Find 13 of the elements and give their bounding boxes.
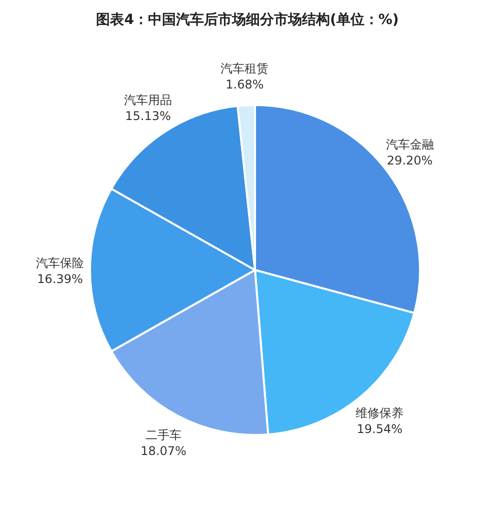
data-label: 18.07% [140, 444, 186, 458]
data-label: 16.39% [37, 272, 83, 286]
data-label: 29.20% [386, 153, 433, 168]
slice-label: 二手车 [146, 428, 182, 442]
slice-label: 汽车金融 [386, 137, 434, 152]
data-label: 15.13% [125, 108, 171, 123]
data-label: 19.54% [356, 422, 402, 436]
slice-label: 维修保养 [356, 406, 404, 420]
chart-title: 图表4：中国汽车后市场细分市场结构(单位：%) [95, 10, 400, 30]
slice-label: 汽车保险 [36, 256, 84, 270]
slice-label: 汽车用品 [124, 92, 172, 107]
data-label: 1.68% [226, 77, 264, 92]
slice-label: 汽车租赁 [220, 61, 269, 76]
